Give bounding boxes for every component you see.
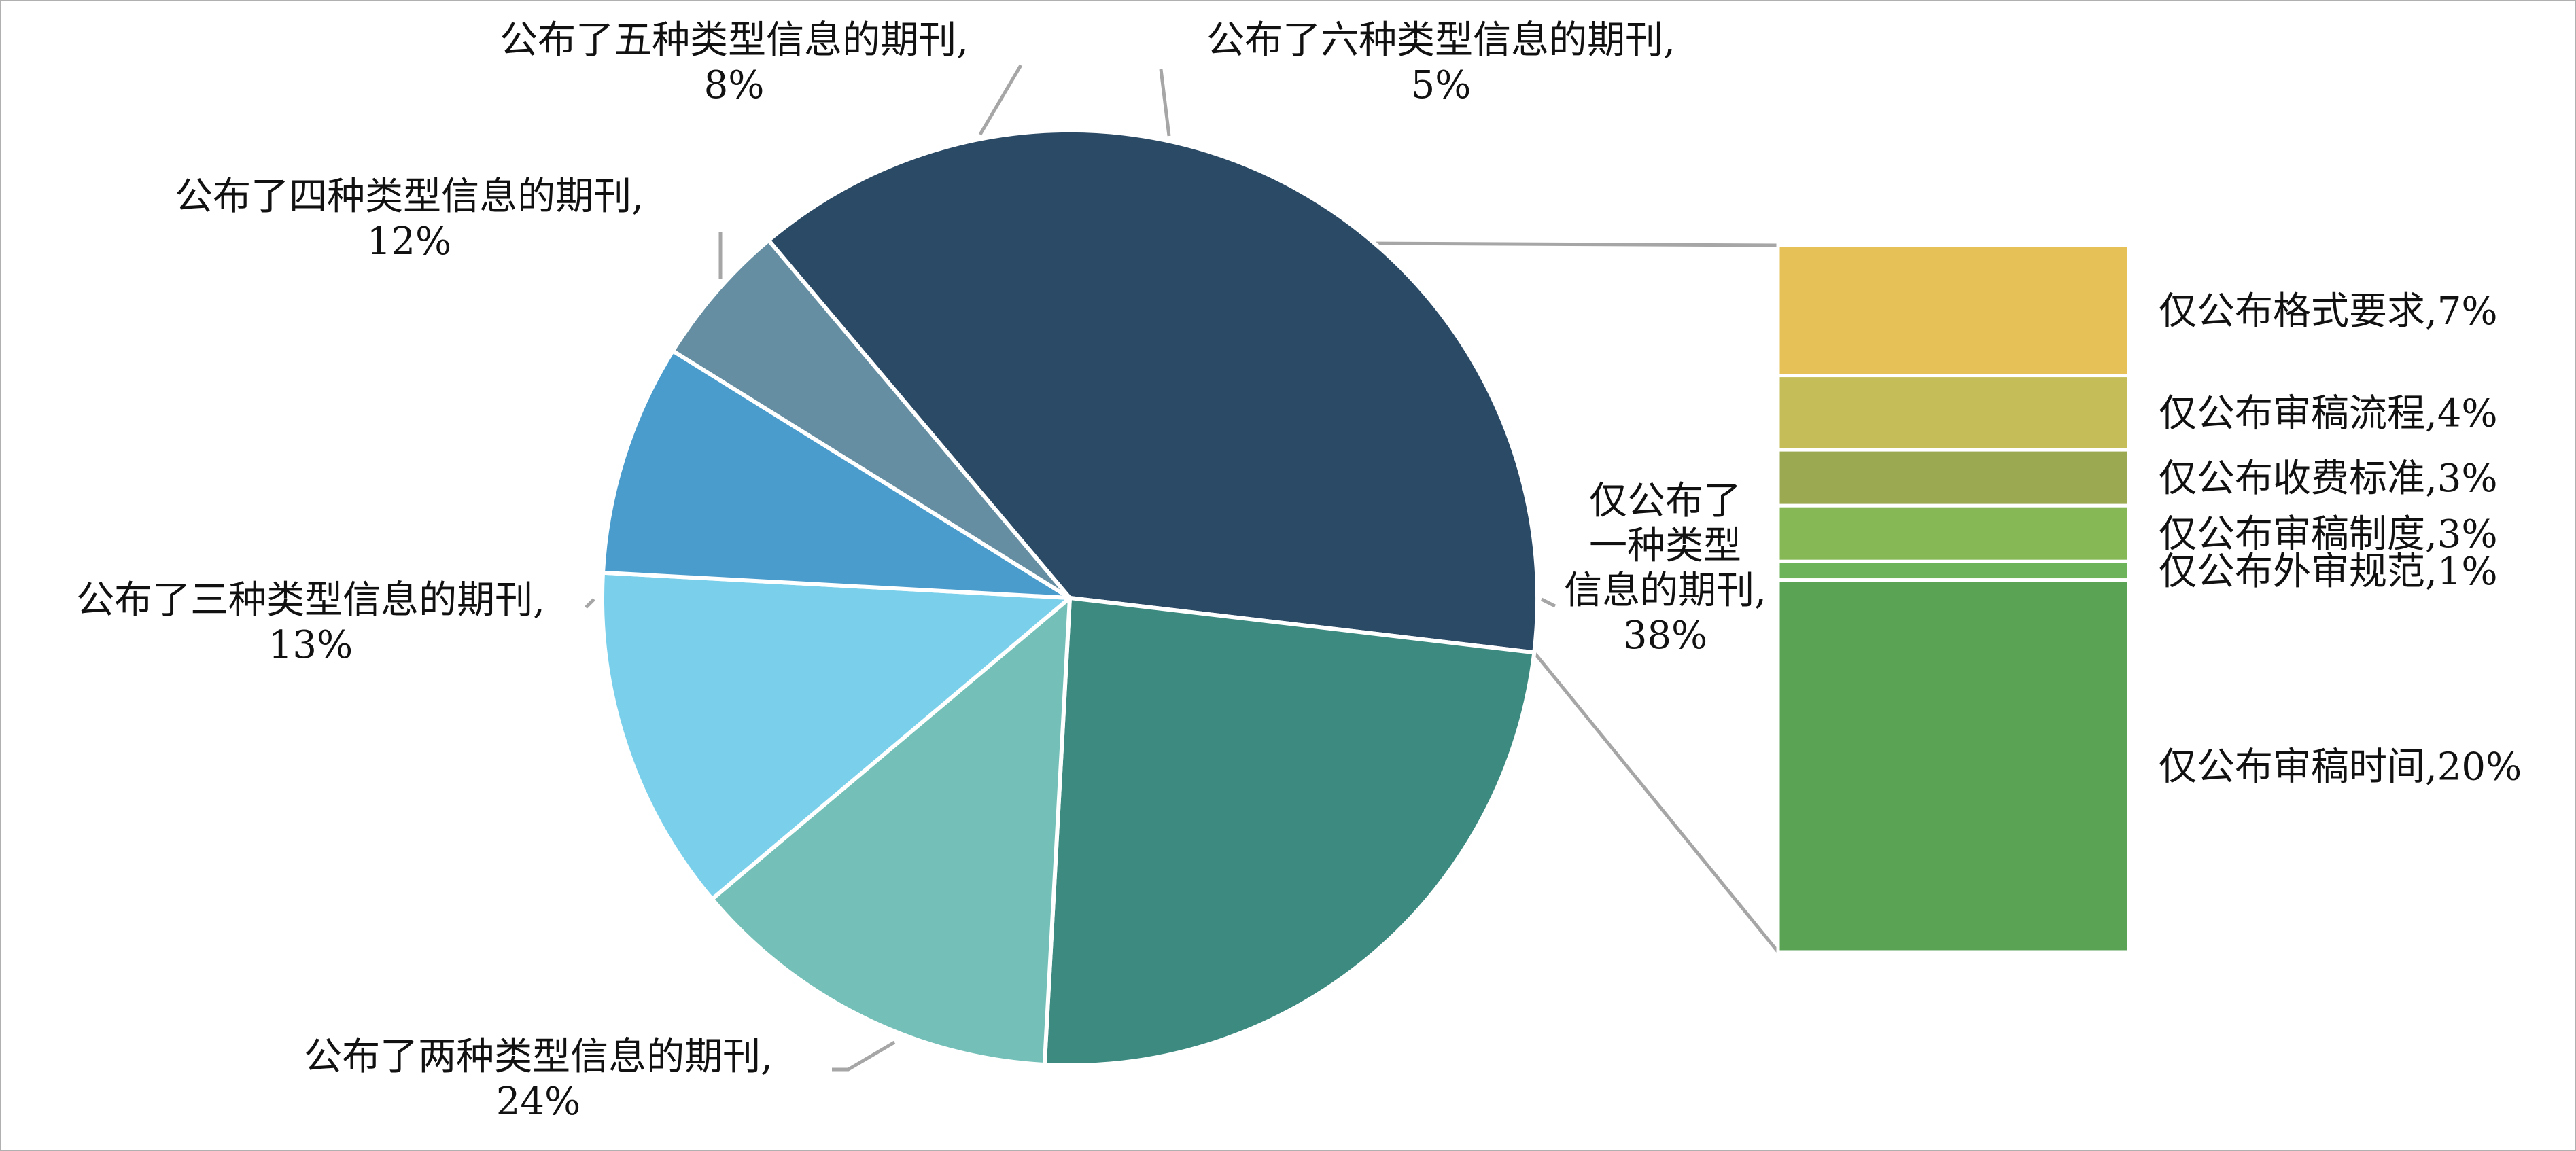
bar-segment-5 (1776, 559, 2131, 582)
pie-category-label-5: 公布了五种类型信息的期刊, (500, 18, 969, 63)
bar-segment-label-4: 仅公布审稿制度,3% (2159, 512, 2498, 556)
leader-line-6 (1159, 69, 1171, 137)
pie-value-label-4: 12% (367, 219, 451, 264)
pie-category-label-1: 仅公布了 (1589, 479, 1741, 523)
pie-slice-5 (601, 349, 1072, 600)
pie-slice-1 (766, 128, 1539, 655)
pie-slice-2 (1042, 596, 1537, 1067)
pie-slice-4 (600, 570, 1072, 902)
pie-category-label-4: 公布了四种类型信息的期刊, (175, 175, 644, 219)
breakdown-bar (1776, 243, 2131, 954)
connector-bottom (1533, 651, 1779, 953)
label-leader-lines (585, 64, 1556, 1072)
leader-line-5 (978, 64, 1023, 136)
pie-value-label-6: 5% (1411, 63, 1472, 107)
pie-category-label-3: 公布了三种类型信息的期刊, (76, 578, 545, 622)
bar-segment-label-6: 仅公布审稿时间,20% (2159, 745, 2522, 789)
bar-segment-4 (1776, 503, 2131, 563)
pie-category-label-2: 公布了两种类型信息的期刊, (304, 1035, 773, 1079)
pie-value-label-1: 38% (1623, 614, 1707, 658)
bar-segment-label-5: 仅公布外审规范,1% (2159, 550, 2498, 594)
bar-segment-1 (1776, 243, 2131, 378)
pie-category-label-1: 一种类型 (1589, 524, 1741, 568)
leader-line-3 (585, 598, 595, 609)
pie-value-label-5: 8% (704, 63, 765, 107)
leader-line-2 (832, 1040, 896, 1072)
bar-segment-label-3: 仅公布收费标准,3% (2159, 457, 2498, 501)
pie-value-label-3: 13% (268, 623, 353, 667)
pie-category-label-1: 信息的期刊, (1564, 569, 1766, 613)
bar-labels: 仅公布格式要求,7% 仅公布审稿流程,4% 仅公布收费标准,3% 仅公布审稿制度,3%… (2159, 289, 2522, 790)
bar-segment-2 (1776, 374, 2131, 452)
leader-line-1 (1540, 597, 1556, 608)
pie (600, 128, 1539, 1067)
pie-slice-6 (670, 238, 1072, 600)
pie-value-label-2: 24% (496, 1080, 580, 1124)
bar-segment-6 (1776, 578, 2131, 954)
pie-category-label-6: 公布了六种类型信息的期刊, (1206, 18, 1675, 63)
pie-slice-3 (710, 596, 1072, 1067)
bar-segment-3 (1776, 448, 2131, 508)
bar-segment-label-1: 仅公布格式要求,7% (2159, 289, 2498, 334)
bar-segment-label-2: 仅公布审稿流程,4% (2159, 391, 2498, 436)
